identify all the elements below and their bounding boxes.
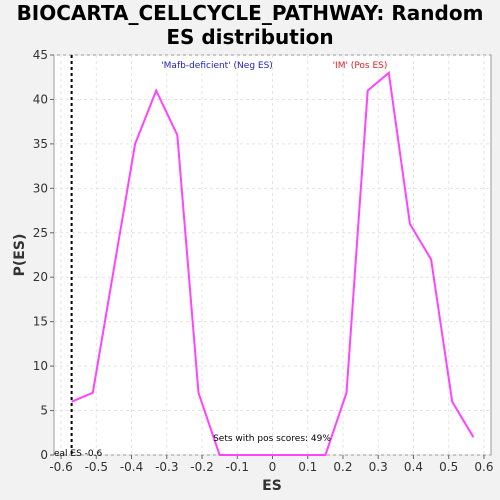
x-tick-label: -0.4: [120, 460, 143, 474]
y-tick-label: 40: [33, 92, 48, 106]
y-tick-label: 10: [33, 359, 48, 373]
neg-es-annotation: 'Mafb-deficient' (Neg ES): [161, 61, 273, 71]
y-axis-label: P(ES): [12, 234, 28, 277]
x-tick-label: 0.5: [439, 460, 458, 474]
x-tick-label: 0.4: [404, 460, 423, 474]
y-tick-label: 30: [33, 181, 48, 195]
x-tick-label: -0.2: [190, 460, 213, 474]
chart-title-line-1: BIOCARTA_CELLCYCLE_PATHWAY: Random: [17, 1, 484, 25]
x-tick-label: 0.1: [298, 460, 317, 474]
x-tick-label: 0.2: [333, 460, 352, 474]
y-tick-label: 35: [33, 137, 48, 151]
x-tick-label: -0.5: [85, 460, 108, 474]
y-tick-label: 20: [33, 270, 48, 284]
x-tick-label: 0.3: [369, 460, 388, 474]
real-es-label: eal ES -0.6: [54, 449, 103, 459]
y-tick-label: 15: [33, 315, 48, 329]
x-tick-label: 0: [269, 460, 277, 474]
pos-scores-annotation: Sets with pos scores: 49%: [213, 434, 331, 444]
y-tick-label: 5: [40, 404, 48, 418]
y-tick-label: 45: [33, 48, 48, 62]
x-tick-label: 0.6: [474, 460, 493, 474]
series-line: [71, 70, 475, 456]
y-tick-label: 25: [33, 226, 48, 240]
pos-es-annotation: 'IM' (Pos ES): [333, 61, 388, 71]
x-tick-label: -0.6: [49, 460, 72, 474]
x-tick-labels: -0.6 -0.5 -0.4 -0.3 -0.2 -0.1 0 0.1 0.2 0.3 0.4 0.5…: [49, 455, 493, 474]
y-tick-labels: 0 5 10 15 20 25 30 35 40 45: [33, 48, 54, 462]
x-tick-label: -0.1: [226, 460, 249, 474]
chart-title-line-2: ES distribution: [166, 25, 333, 49]
y-tick-label: 0: [40, 448, 48, 462]
x-tick-label: -0.3: [155, 460, 178, 474]
x-axis-label: ES: [262, 478, 282, 494]
